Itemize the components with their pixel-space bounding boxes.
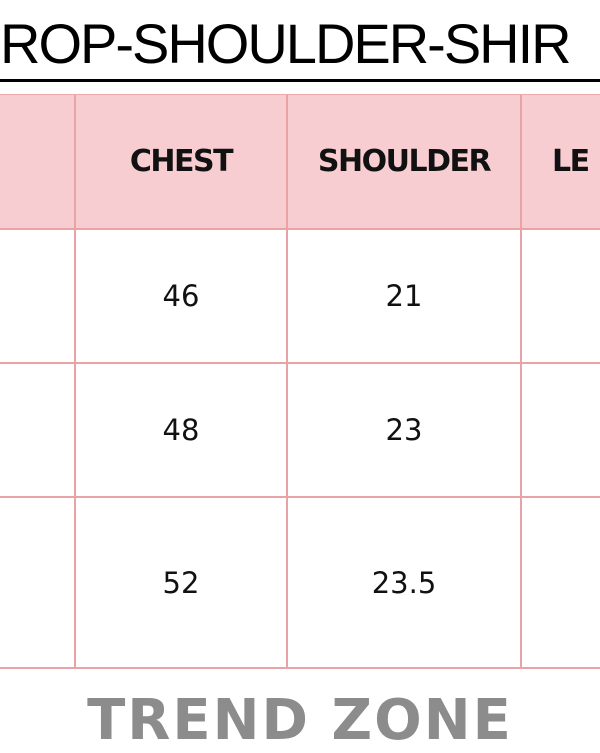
table-cell [522,498,600,669]
table-cell [522,364,600,498]
table-cell [0,364,76,498]
table-cell [0,498,76,669]
chart-title: ROP-SHOULDER-SHIR [0,12,572,75]
table-cell: 23 [288,364,522,498]
table-cell: 23.5 [288,498,522,669]
column-header: SHOULDER [288,95,522,230]
title-underline [0,79,600,82]
size-table: CHEST SHOULDER LE 46 21 48 23 52 23.5 [0,95,600,669]
table-cell [522,230,600,364]
table-cell: 46 [76,230,288,364]
column-header: CHEST [76,95,288,230]
table-cell: 52 [76,498,288,669]
table-cell [0,230,76,364]
brand-logo-text: TREND ZONE [87,688,513,753]
column-header: LE [522,95,600,230]
column-header [0,95,76,230]
table-cell: 21 [288,230,522,364]
table-cell: 48 [76,364,288,498]
